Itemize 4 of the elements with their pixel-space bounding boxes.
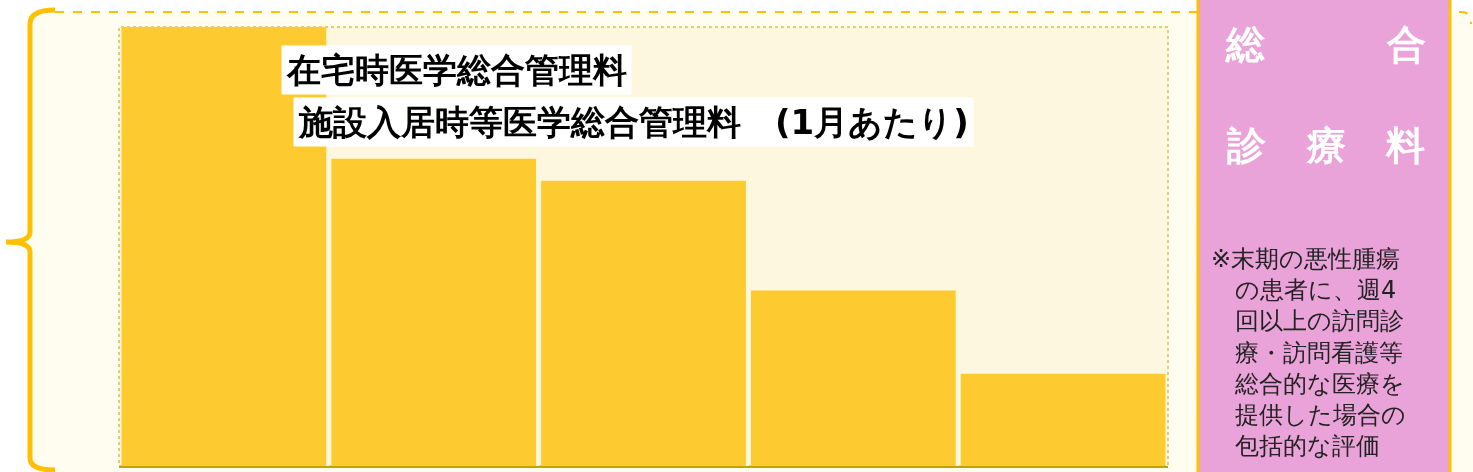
text: 在宅時医学総合管理料 <box>286 50 627 90</box>
text: 総 合診 療 料 <box>1226 22 1427 169</box>
text: ※末期の悪性腫瘍の患者に、週4回以上の訪問診療・訪問看護等総合的な医療を提供した場合の包括的な評価 <box>1211 245 1406 461</box>
text: 施設入居時等医学総合管理料 (1月あたり) <box>298 102 969 142</box>
